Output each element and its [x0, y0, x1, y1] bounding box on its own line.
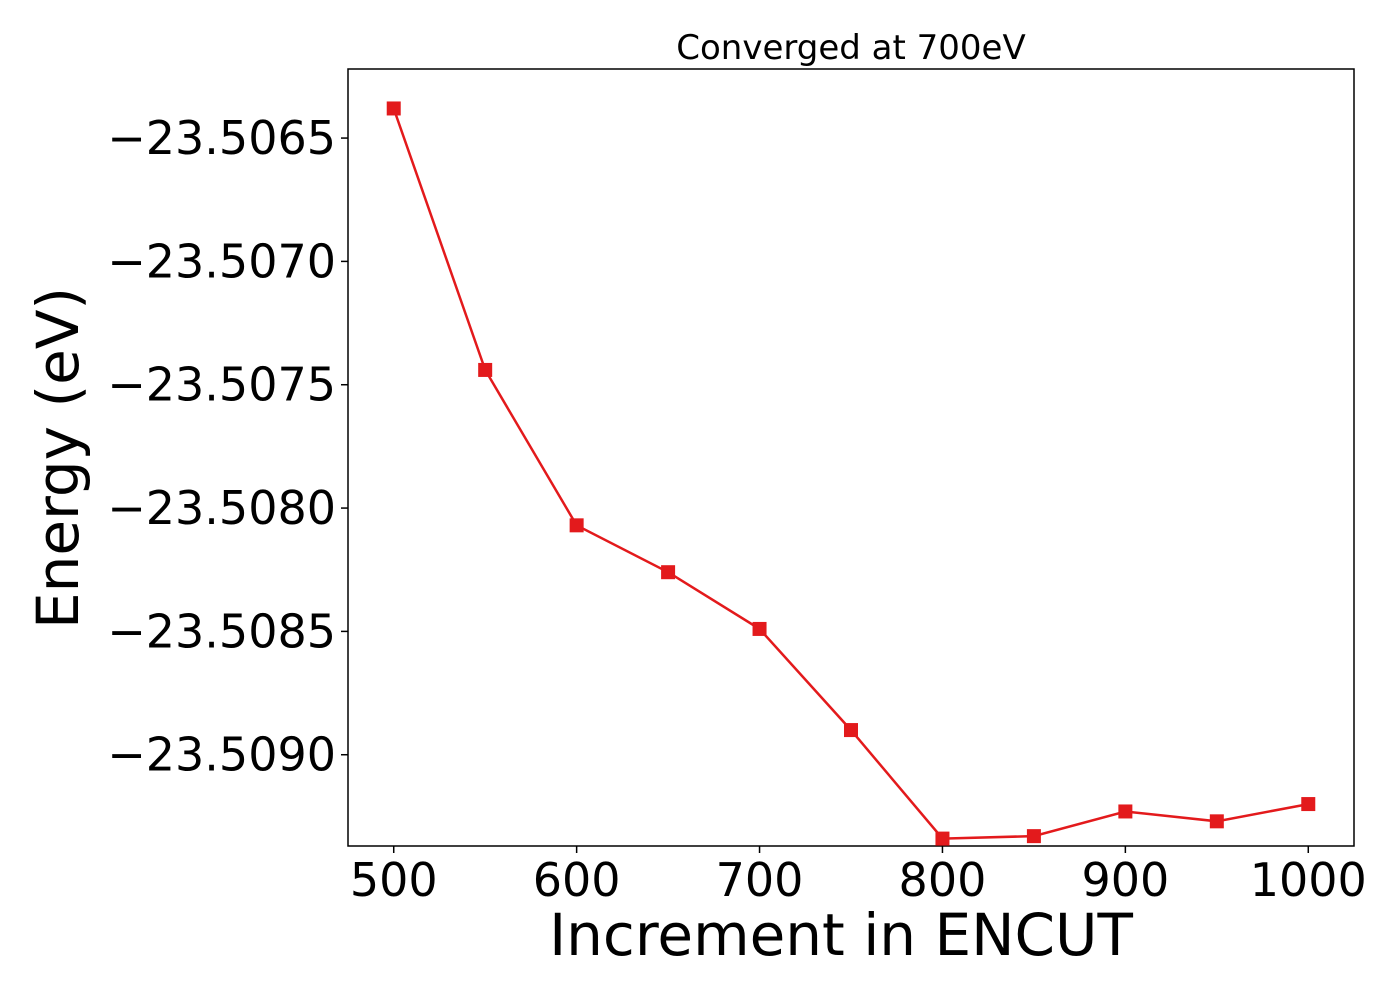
y-tick-label: −23.5075: [107, 358, 336, 412]
x-tick-label: 600: [533, 853, 621, 907]
y-tick-label: −23.5070: [107, 234, 336, 288]
x-tick-label: 800: [899, 853, 987, 907]
data-point-marker: [1209, 814, 1224, 829]
y-tick-label: −23.5080: [107, 481, 336, 535]
series-layer: [386, 101, 1316, 846]
y-tick-label: −23.5090: [107, 728, 336, 782]
y-axis-ticks: −23.5065 −23.5070 −23.5075 −23.5080 −23.5085…: [107, 111, 348, 782]
x-tick-label: 1000: [1250, 853, 1367, 907]
data-point-marker: [478, 362, 493, 377]
y-tick-label: −23.5065: [107, 111, 336, 165]
data-point-marker: [1118, 804, 1133, 819]
chart-title: Converged at 700eV: [676, 28, 1025, 68]
data-point-marker: [569, 518, 584, 533]
data-point-marker: [661, 565, 676, 580]
y-axis-label: Energy (eV): [24, 287, 92, 629]
data-point-marker: [844, 723, 858, 738]
plot-area-frame: [347, 68, 1355, 847]
x-tick-label: 700: [716, 853, 804, 907]
y-tick-label: −23.5085: [107, 604, 336, 658]
x-axis-ticks: 500 600 700 800 900 1000: [350, 846, 1367, 907]
data-point-marker: [935, 831, 950, 846]
data-point-marker: [1301, 797, 1316, 812]
x-tick-label: 500: [350, 853, 438, 907]
x-tick-label: 900: [1081, 853, 1169, 907]
data-point-marker: [752, 621, 767, 636]
data-point-marker: [1026, 829, 1041, 844]
x-axis-label: Increment in ENCUT: [549, 901, 1133, 969]
data-point-marker: [386, 101, 401, 116]
